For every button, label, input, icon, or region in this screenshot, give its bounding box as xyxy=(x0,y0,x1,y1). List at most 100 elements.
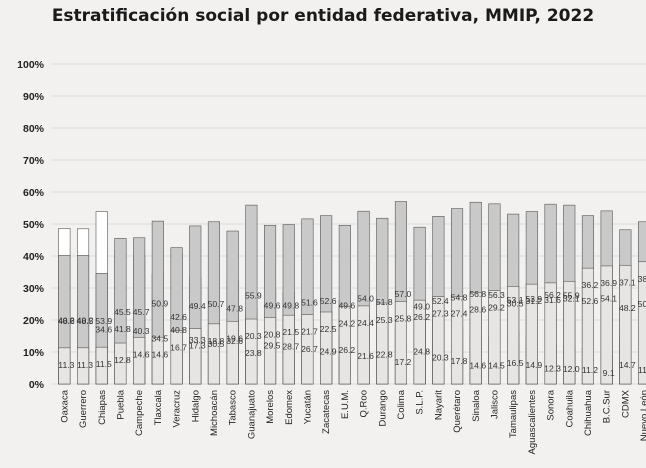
data-label: 53.1 xyxy=(507,295,524,305)
x-tick-label: Campeche xyxy=(134,390,145,436)
data-label: 20.3 xyxy=(245,331,262,341)
data-label: 31.2 xyxy=(525,296,542,306)
data-label: 45.7 xyxy=(133,307,150,317)
data-label: 38.2 xyxy=(638,274,646,284)
data-label: 12.8 xyxy=(114,355,131,365)
data-label: 49.6 xyxy=(338,301,355,311)
data-label: 40.2 xyxy=(58,316,75,326)
data-label: 11.3 xyxy=(58,360,74,370)
x-tick-label: Sonora xyxy=(546,389,557,420)
data-label: 16.7 xyxy=(170,343,187,353)
data-label: 9.1 xyxy=(603,368,615,378)
data-label: 50.7 xyxy=(638,299,646,309)
data-label: 52.6 xyxy=(320,296,337,306)
data-label: 40.8 xyxy=(170,325,187,335)
x-tick-label: Chiapas xyxy=(97,390,108,425)
bar-segment-high xyxy=(394,301,408,385)
data-label: 11.5 xyxy=(96,359,112,369)
data-label: 24.9 xyxy=(320,347,337,357)
y-tick-label: 40% xyxy=(23,251,45,263)
data-label: 33.3 xyxy=(189,335,206,345)
y-tick-label: 90% xyxy=(23,91,45,103)
x-tick-label: Tlaxcala xyxy=(153,389,164,425)
data-label: 14.5 xyxy=(488,361,505,371)
data-label: 17.3 xyxy=(189,341,206,351)
data-label: 14.6 xyxy=(151,349,168,359)
x-tick-label: Jalisco xyxy=(489,390,500,419)
bar-segment-high xyxy=(133,336,146,385)
data-label: 14.9 xyxy=(525,360,542,370)
data-label: 54.1 xyxy=(600,293,617,303)
data-label: 40.3 xyxy=(133,326,150,336)
x-tick-label: Oaxaca xyxy=(59,389,70,422)
x-tick-label: Chihuahua xyxy=(583,389,594,436)
x-tick-label: Morelos xyxy=(265,390,276,424)
x-tick-label: Nayarit xyxy=(433,390,444,420)
data-label: 36.9 xyxy=(600,278,617,288)
data-label: 24.2 xyxy=(338,319,355,329)
data-label: 14.6 xyxy=(133,349,150,359)
bar-segment-high xyxy=(170,330,183,385)
data-label: 24.8 xyxy=(413,347,430,357)
bar-segment-high xyxy=(245,318,258,385)
data-label: 53.9 xyxy=(525,294,542,304)
y-tick-label: 20% xyxy=(23,315,45,327)
x-tick-label: Zacatecas xyxy=(321,390,332,434)
data-label: 28.6 xyxy=(469,304,486,314)
data-label: 21.5 xyxy=(282,327,299,337)
x-tick-label: Q.Roo xyxy=(359,390,370,417)
data-label: 32.6 xyxy=(226,336,243,346)
data-label: 56.8 xyxy=(469,289,486,299)
bar-segment-high xyxy=(263,317,277,385)
bar-segment-high xyxy=(619,264,632,385)
data-label: 18.8 xyxy=(208,336,225,346)
y-tick-label: 30% xyxy=(23,283,45,295)
bar-segment-high xyxy=(189,328,202,385)
x-tick-label: Puebla xyxy=(115,389,126,419)
data-label: 34.5 xyxy=(151,334,168,344)
data-label: 55.9 xyxy=(563,291,580,301)
x-tick-label: S.L.P. xyxy=(415,390,426,415)
x-tick-label: E.U.M. xyxy=(340,390,351,419)
x-tick-label: Yucatán xyxy=(302,390,313,424)
x-tick-label: Hidalgo xyxy=(190,390,201,422)
x-tick-label: Tamaulipas xyxy=(508,390,519,438)
data-label: 48.5 xyxy=(77,316,94,326)
data-label: 20.8 xyxy=(264,329,281,339)
x-tick-label: Coahuila xyxy=(564,389,575,427)
data-label: 23.8 xyxy=(245,348,262,358)
data-label: 27.4 xyxy=(451,308,468,318)
x-tick-label: CDMX xyxy=(620,389,631,418)
x-tick-label: Veracruz xyxy=(172,390,183,428)
data-label: 22.5 xyxy=(320,324,337,334)
y-tick-label: 80% xyxy=(23,123,45,135)
data-label: 54.0 xyxy=(357,294,374,304)
bar-segment-high xyxy=(338,306,351,385)
x-tick-label: Colima xyxy=(396,389,407,419)
data-label: 42.6 xyxy=(170,312,187,322)
data-label: 22.8 xyxy=(376,349,393,359)
data-label: 52.6 xyxy=(582,296,599,306)
data-label: 49.4 xyxy=(189,301,206,311)
x-tick-label: Sinaloa xyxy=(471,389,482,421)
data-label: 47.8 xyxy=(226,304,243,314)
data-label: 17.8 xyxy=(451,356,468,366)
bar-segment-high xyxy=(207,323,220,385)
data-label: 28.7 xyxy=(282,341,299,351)
data-label: 27.3 xyxy=(432,309,449,319)
data-label: 48.2 xyxy=(619,303,636,313)
data-label: 41.8 xyxy=(114,324,131,334)
bar-segment-high xyxy=(432,296,445,385)
data-label: 45.5 xyxy=(114,307,131,317)
data-label: 32.1 xyxy=(563,293,580,303)
data-label: 50.7 xyxy=(208,299,225,309)
data-label: 56.2 xyxy=(544,290,561,300)
bar-segment-high xyxy=(226,320,239,385)
data-label: 11.3 xyxy=(77,360,93,370)
bar-segment-high xyxy=(413,299,426,385)
data-label: 56.3 xyxy=(488,290,505,300)
y-tick-label: 60% xyxy=(23,187,45,199)
bar-segment-high xyxy=(469,292,482,385)
